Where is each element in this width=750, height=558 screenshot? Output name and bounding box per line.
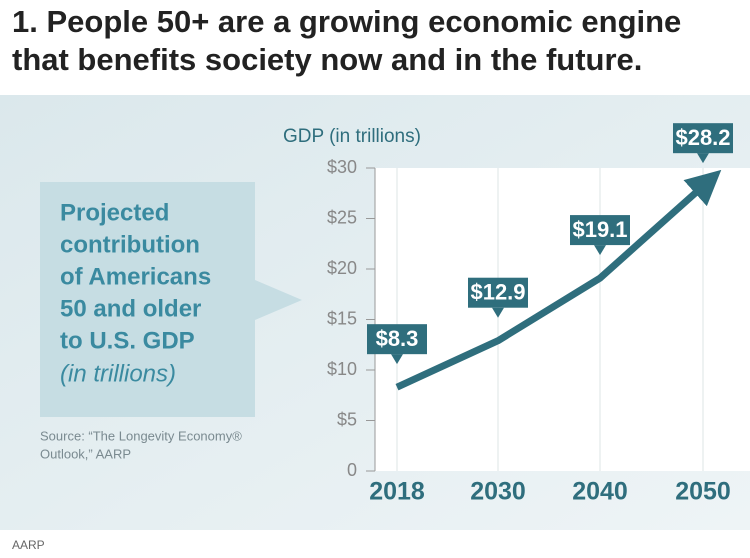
- callout-box: [40, 182, 255, 417]
- callout-text: Projected: [60, 199, 169, 226]
- y-tick-label: $25: [327, 207, 357, 227]
- y-tick-label: $20: [327, 258, 357, 278]
- y-tick-label: 0: [347, 460, 357, 480]
- y-tick-label: $5: [337, 409, 357, 429]
- data-label: $28.2: [675, 125, 730, 150]
- x-tick-label: 2018: [369, 478, 425, 506]
- data-line: [395, 169, 722, 391]
- x-tick-label: 2040: [572, 478, 628, 506]
- title-line: that benefits society now and in the fut…: [12, 42, 642, 77]
- callout-text: contribution: [60, 231, 200, 258]
- callout-text: of Americans: [60, 263, 211, 290]
- label-box: [468, 277, 528, 308]
- data-label: $8.3: [376, 326, 419, 351]
- label-pointer: [697, 153, 709, 164]
- source-text: Source: “The Longevity Economy®: [40, 428, 242, 443]
- callout-pointer: [255, 280, 302, 320]
- label-pointer: [594, 245, 606, 256]
- callout-text: 50 and older: [60, 295, 201, 322]
- label-box: [367, 324, 427, 355]
- data-label: $12.9: [470, 280, 525, 305]
- label-pointer: [492, 307, 504, 318]
- y-tick-label: $15: [327, 308, 357, 328]
- callout-text: (in trillions): [60, 360, 176, 387]
- title-line: 1. People 50+ are a growing economic eng…: [12, 4, 681, 39]
- label-box: [673, 123, 733, 154]
- plot-area: [375, 168, 750, 471]
- callout-text: to U.S. GDP: [60, 327, 195, 354]
- label-pointer: [391, 354, 403, 365]
- footer: AARP: [12, 538, 45, 552]
- data-label: $19.1: [572, 217, 627, 242]
- label-box: [570, 215, 630, 246]
- y-axis-label: GDP (in trillions): [283, 126, 421, 147]
- x-tick-label: 2030: [470, 478, 526, 506]
- y-tick-label: $10: [327, 359, 357, 379]
- y-tick-label: $30: [327, 157, 357, 177]
- source-text: Outlook,” AARP: [40, 446, 131, 461]
- x-tick-label: 2050: [675, 478, 731, 506]
